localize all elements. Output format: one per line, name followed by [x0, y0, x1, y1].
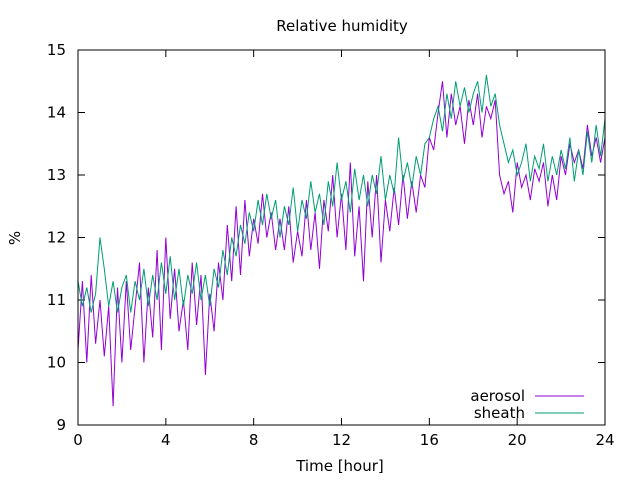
x-tick-label: 16	[420, 431, 439, 449]
y-tick-label: 12	[47, 229, 66, 247]
series-lines	[77, 74, 606, 407]
y-tick-label: 10	[47, 354, 66, 372]
plot-frame	[77, 49, 606, 426]
chart-title: Relative humidity	[276, 17, 408, 35]
y-tick-label: 15	[47, 41, 66, 59]
y-tick-label: 11	[47, 291, 66, 309]
x-tick-label: 24	[595, 431, 614, 449]
x-tick-label: 20	[508, 431, 527, 449]
legend-label-aerosol: aerosol	[470, 387, 525, 405]
x-tick-label: 4	[161, 431, 171, 449]
legend-label-sheath: sheath	[474, 404, 525, 422]
x-tick-label: 0	[73, 431, 83, 449]
x-tick-label: 8	[249, 431, 259, 449]
x-tick-label: 12	[332, 431, 351, 449]
series-line-aerosol	[77, 81, 606, 407]
series-line-sheath	[77, 74, 606, 313]
x-axis-label: Time [hour]	[295, 457, 384, 475]
y-tick-label: 14	[47, 104, 66, 122]
plot-area: 9 10 11 12 13 14 15 0 4 8 12 16 20 24	[47, 41, 615, 449]
y-tick-label: 9	[56, 416, 66, 434]
y-tick-label: 13	[47, 166, 66, 184]
y-axis-label: %	[6, 231, 24, 245]
